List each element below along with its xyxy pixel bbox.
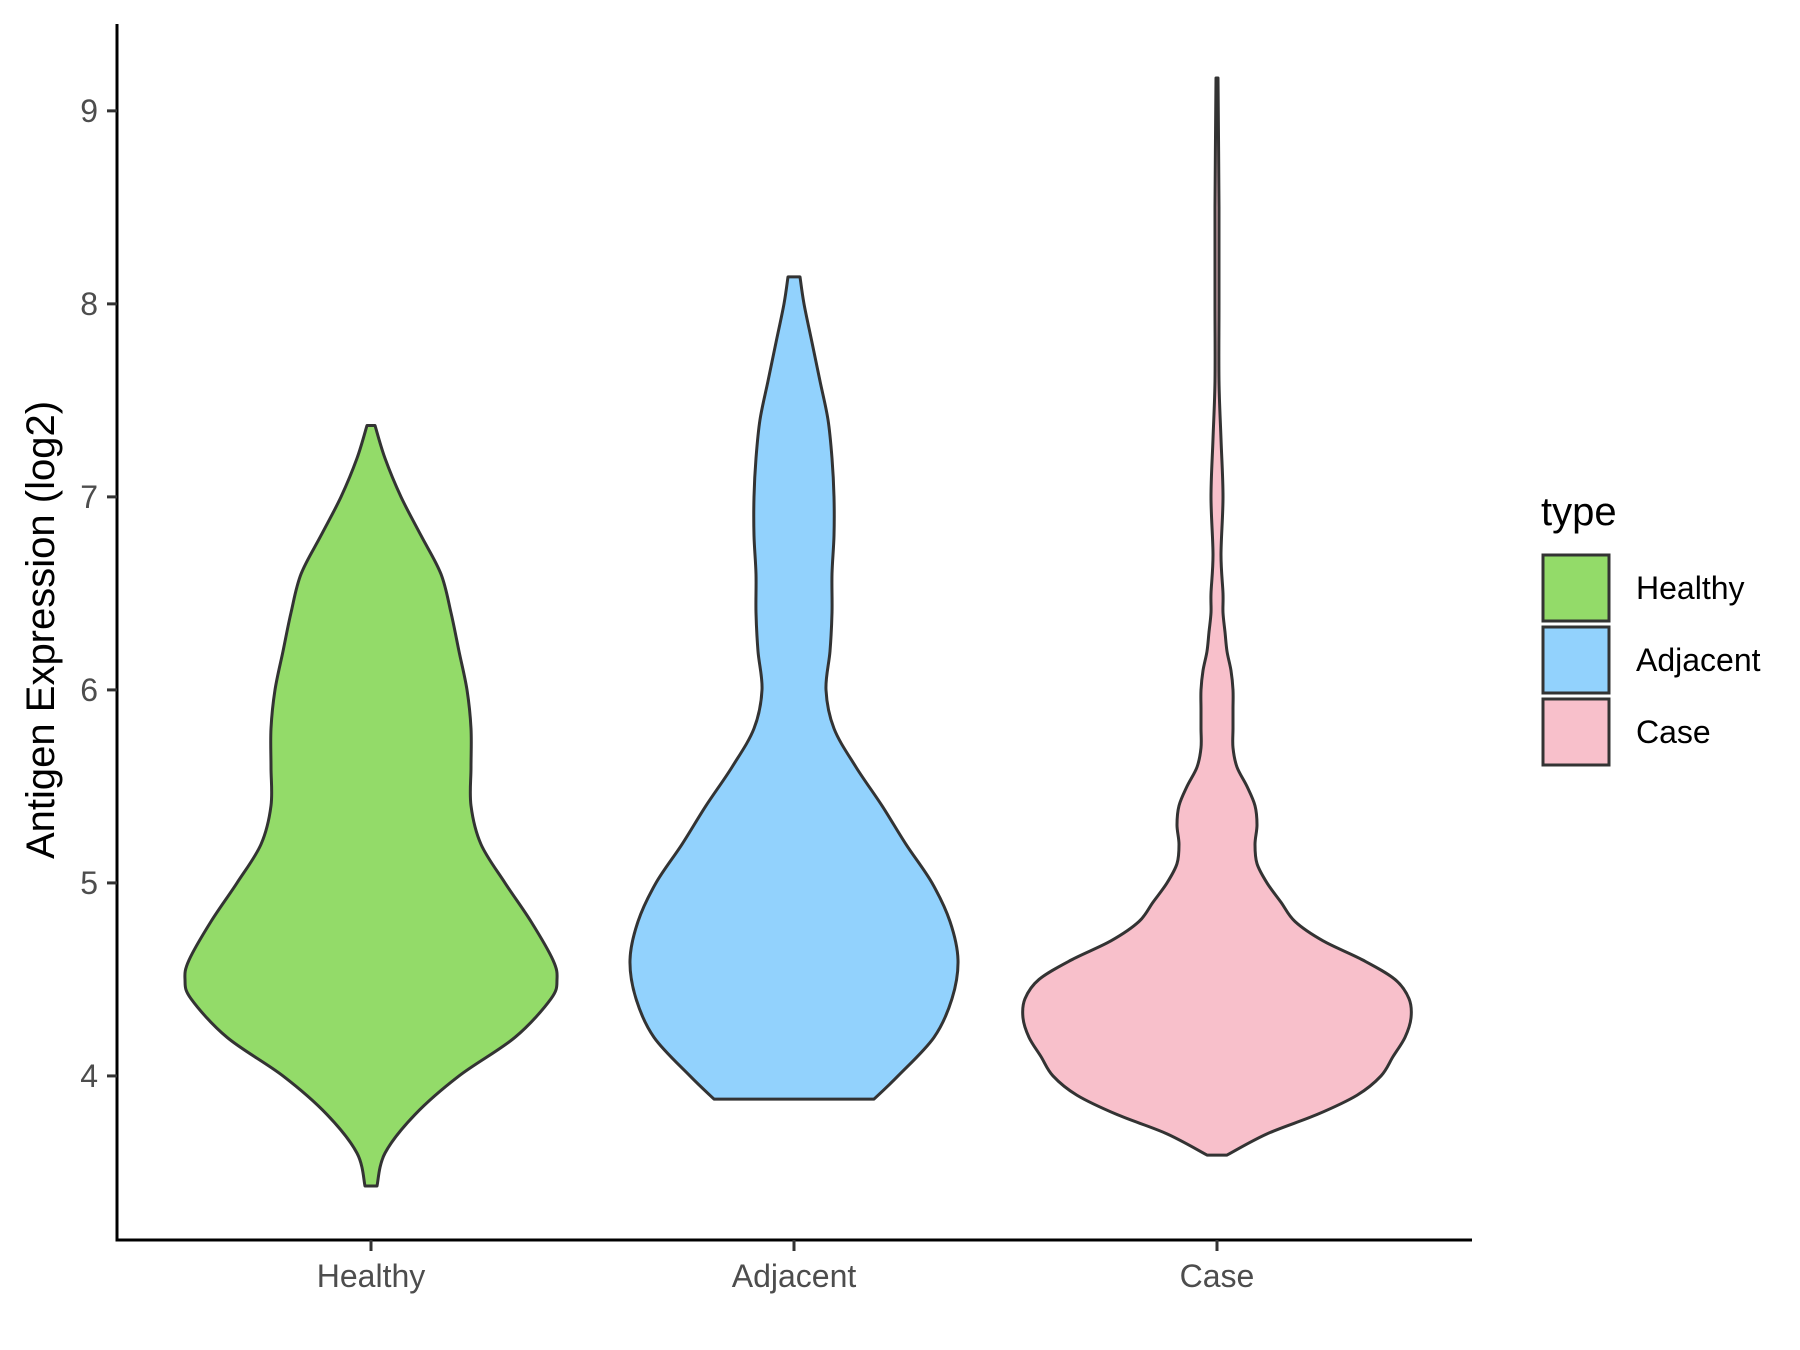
- legend-swatch-case: [1541, 697, 1611, 767]
- y-tick-label-4: 4: [80, 1058, 98, 1094]
- y-tick-label-9: 9: [80, 93, 98, 129]
- legend-title: type: [1541, 490, 1617, 534]
- legend-label-adjacent: Adjacent: [1636, 642, 1761, 678]
- y-tick-label-5: 5: [80, 865, 98, 901]
- violin-healthy: [183, 423, 559, 1188]
- violins-group: [183, 76, 1413, 1188]
- x-tick-label-adjacent: Adjacent: [732, 1258, 857, 1294]
- plot-area: 4 5 6 7 8 9 Healthy Adjacent Case: [80, 24, 1472, 1294]
- violin-adjacent: [628, 275, 960, 1101]
- legend: type Healthy Adjacent Case: [1541, 490, 1761, 767]
- y-axis-title: Antigen Expression (log2): [19, 401, 63, 859]
- legend-label-case: Case: [1636, 714, 1711, 750]
- x-tick-label-case: Case: [1180, 1258, 1255, 1294]
- legend-entries: Healthy Adjacent Case: [1541, 553, 1761, 767]
- y-tick-label-8: 8: [80, 286, 98, 322]
- violin-case: [1021, 76, 1413, 1157]
- legend-swatch-healthy: [1541, 553, 1611, 623]
- legend-swatch-adjacent: [1541, 625, 1611, 695]
- legend-label-healthy: Healthy: [1636, 570, 1745, 606]
- y-tick-label-7: 7: [80, 479, 98, 515]
- y-ticks-group: 4 5 6 7 8 9: [80, 93, 117, 1094]
- x-tick-label-healthy: Healthy: [317, 1258, 426, 1294]
- y-tick-label-6: 6: [80, 672, 98, 708]
- x-ticks-group: Healthy Adjacent Case: [317, 1240, 1255, 1294]
